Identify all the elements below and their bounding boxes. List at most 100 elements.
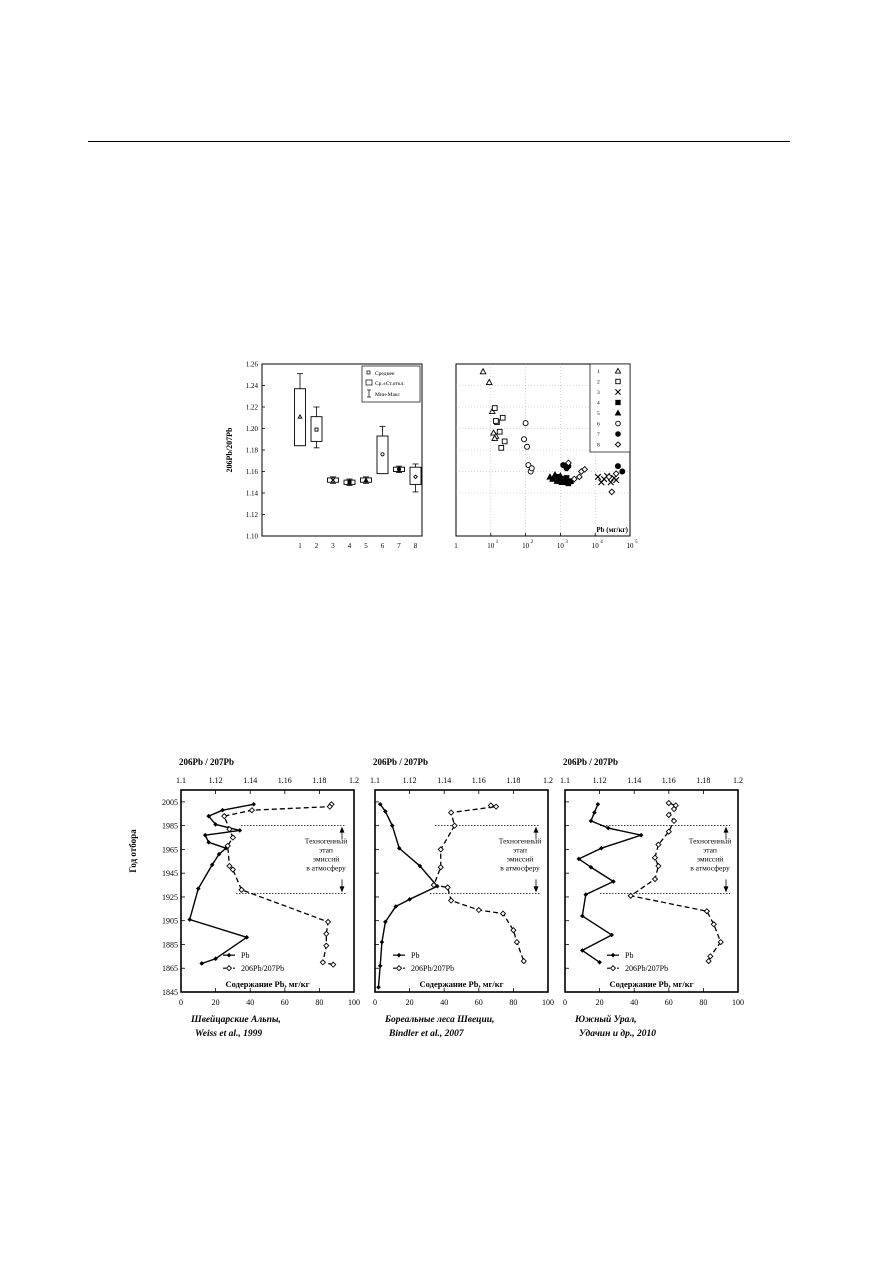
- scatter-legend: 1 2 3 4 5 6 7 8: [589, 363, 631, 453]
- top-tick-label: 1.18: [506, 776, 520, 785]
- x-tick-label: 3: [331, 542, 335, 550]
- box-plot-panel: 1.26 1.24 1.22 1.20 1.18 1.16 1.14 1.12 1.10 206P…: [225, 361, 423, 550]
- ratio-point: [447, 809, 455, 816]
- ratio-point: [665, 828, 672, 835]
- mean-marker: [347, 480, 352, 485]
- legend-marker-6: [615, 420, 621, 427]
- point-series-7: [619, 468, 626, 475]
- bottom-tick-label: 80: [315, 998, 323, 1007]
- legend-marker-8: [614, 441, 622, 448]
- pb-point: [220, 807, 225, 813]
- legend-marker-7: [615, 431, 621, 437]
- legend-label: 7: [597, 432, 600, 438]
- annotation-text: Техногенный: [305, 837, 347, 846]
- x-tick-label: 10: [557, 542, 565, 550]
- top-tick-label: 1.1: [560, 776, 570, 785]
- pb-point: [199, 961, 205, 966]
- y-tick-label: 2005: [162, 798, 178, 807]
- arrow-down-head: [533, 886, 539, 893]
- x-tick-label: 1: [454, 542, 458, 550]
- point-series-5: [551, 470, 559, 478]
- panel-caption: Бореальные леса Швеции,: [384, 1015, 494, 1025]
- point-series-1: [491, 434, 499, 441]
- bottom-tick-label: 20: [596, 998, 604, 1007]
- point-series-3: [612, 476, 620, 484]
- pb-point: [592, 810, 597, 815]
- point-series-5: [556, 472, 564, 479]
- bottom-tick-label: 60: [475, 998, 483, 1007]
- top-tick-label: 1.18: [696, 776, 710, 785]
- legend-ratio-marker: [225, 965, 233, 972]
- top-tick-label: 1.14: [437, 776, 451, 785]
- top-tick-label: 1.2: [349, 776, 359, 785]
- arrow-up-head: [339, 826, 345, 833]
- point-series-8: [575, 473, 583, 481]
- point-series-7: [614, 463, 621, 470]
- pb-point: [605, 825, 611, 831]
- bottom-tick-label: 40: [630, 998, 638, 1007]
- ratio-point: [229, 866, 237, 873]
- point-series-8: [570, 475, 578, 483]
- pb-point: [377, 963, 383, 969]
- legend-label: Ср.±Ст.откл.: [375, 381, 405, 387]
- legend-ratio-marker: [609, 965, 617, 972]
- point-series-2: [499, 414, 506, 421]
- x-tick-exponent: 4: [600, 540, 603, 545]
- y-tick-label: 1845: [162, 988, 178, 997]
- top-tick-label: 1.16: [662, 776, 676, 785]
- bottom-axis-label: Содержание Pb, мг/кг: [610, 979, 694, 989]
- pb-point: [599, 845, 604, 851]
- legend-marker-2: [615, 378, 621, 385]
- point-series-2: [498, 445, 505, 451]
- y-tick-label: 1.12: [246, 511, 259, 519]
- x-tick-label: 8: [414, 542, 418, 550]
- ratio-point: [229, 834, 237, 841]
- legend-label: Pb: [241, 951, 249, 960]
- pb-point: [390, 823, 395, 828]
- ratio-point: [510, 927, 517, 934]
- legend-ratio-marker: [395, 965, 403, 972]
- ratio-point: [670, 817, 678, 825]
- top-tick-label: 1.12: [209, 776, 223, 785]
- point-series-6: [522, 420, 529, 427]
- bottom-tick-label: 40: [246, 998, 254, 1007]
- pb-point: [383, 919, 388, 925]
- point-series-1: [488, 407, 496, 414]
- x-tick-label: 1: [298, 542, 302, 550]
- legend-label: 2: [597, 380, 600, 386]
- top-tick-label: 1.14: [243, 776, 257, 785]
- ratio-point: [499, 910, 507, 917]
- pb-point: [407, 897, 412, 902]
- pb-line: [377, 803, 438, 988]
- legend-label: 5: [597, 411, 600, 417]
- point-series-2: [496, 428, 503, 435]
- ratio-point: [437, 864, 444, 871]
- y-tick-label: 1.16: [246, 468, 259, 476]
- box-legend: Среднее Ср.±Ст.откл. Мин-Макс: [361, 365, 421, 403]
- ratio-point: [627, 892, 634, 899]
- top-tick-label: 1.16: [278, 776, 292, 785]
- y-tick-label: 1965: [162, 845, 178, 854]
- arrow-down-head: [723, 886, 729, 893]
- ratio-point: [224, 842, 231, 849]
- point-series-5: [558, 478, 566, 485]
- pb-point: [595, 801, 601, 807]
- y-tick-label: 1.10: [246, 533, 259, 541]
- point-series-1: [479, 367, 487, 375]
- top-tick-label: 1.12: [403, 776, 417, 785]
- ratio-point: [226, 826, 233, 833]
- mean-marker: [330, 477, 336, 483]
- bottom-tick-label: 0: [373, 998, 377, 1007]
- ratio-point: [444, 884, 451, 891]
- top-tick-label: 1.1: [370, 776, 380, 785]
- x-tick-exponent: 1: [496, 540, 499, 545]
- pb-point: [377, 801, 383, 807]
- pb-point: [206, 813, 211, 819]
- top-axis-label: 206Pb / 207Pb: [179, 757, 234, 767]
- ratio-point: [665, 811, 672, 819]
- point-series-8: [605, 473, 613, 481]
- legend-label: Среднее: [375, 371, 395, 377]
- legend-pb-marker: [610, 952, 616, 958]
- point-series-5: [549, 475, 557, 482]
- mean-marker: [396, 467, 402, 472]
